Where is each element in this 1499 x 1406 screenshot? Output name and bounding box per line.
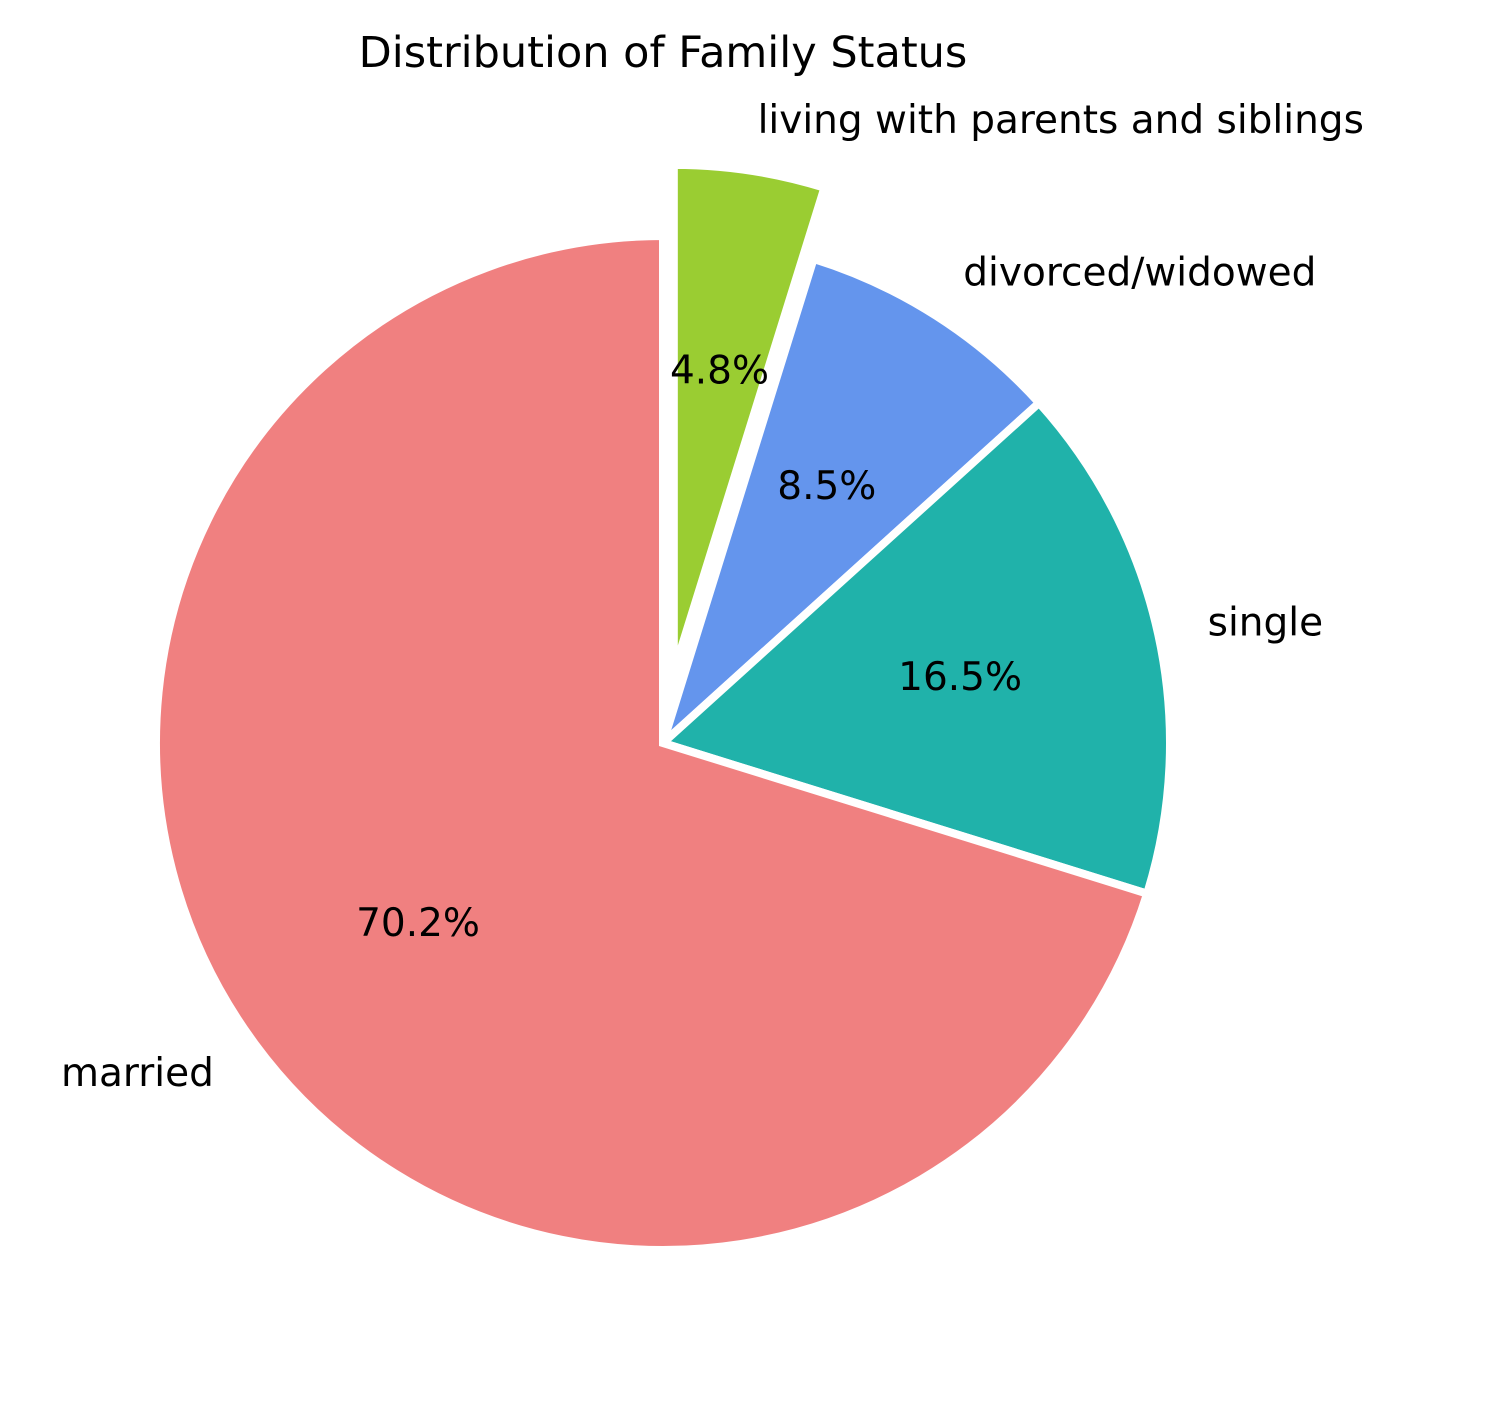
pct-label-divorced-widowed: 8.5% — [777, 464, 876, 509]
pct-label-married: 70.2% — [356, 901, 480, 946]
pie-slices — [152, 160, 1174, 1254]
pie-slice-living-with-parents-and-siblings — [669, 160, 830, 674]
pct-label-single: 16.5% — [898, 655, 1022, 700]
chart-title: Distribution of Family Status — [359, 28, 968, 78]
pie-slice-single — [655, 397, 1174, 899]
slice-label-divorced-widowed: divorced/widowed — [963, 251, 1316, 296]
pie-slice-married — [152, 231, 1153, 1254]
slice-label-single: single — [1208, 601, 1323, 646]
slice-label-married: married — [61, 1051, 214, 1096]
pie-slice-divorced-widowed — [654, 253, 1045, 756]
pct-label-living-with-parents-and-siblings: 4.8% — [670, 349, 769, 394]
slice-label-living-with-parents-and-siblings: living with parents and siblings — [758, 98, 1364, 143]
pie-labels: 4.8% living with parents and siblings 8.5%… — [61, 98, 1364, 1096]
